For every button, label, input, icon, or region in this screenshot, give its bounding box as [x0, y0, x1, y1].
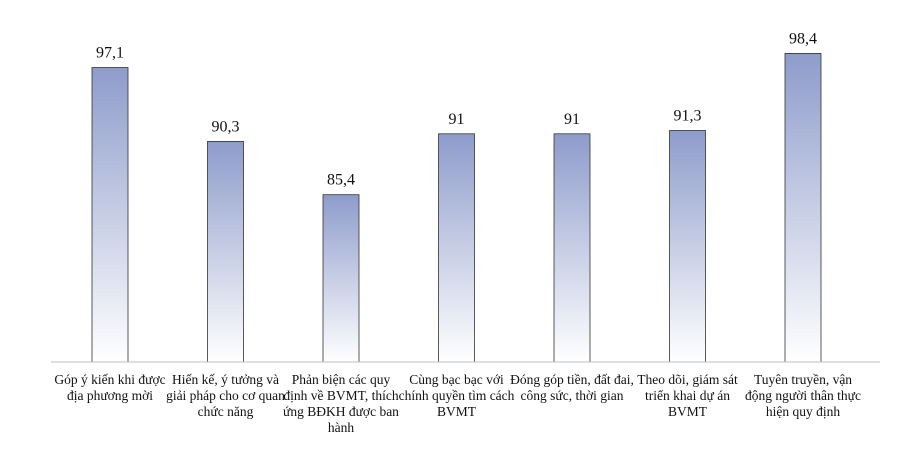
bar-2: [207, 140, 244, 363]
category-label-7: Tuyên truyền, vận động người thân thực h…: [745, 372, 861, 419]
bar-6: [669, 130, 706, 363]
bar-1: [91, 67, 129, 363]
value-label-4: 91: [449, 111, 465, 128]
category-label-2: Hiến kế, ý tưởng và giải pháp cho cơ qua…: [166, 372, 285, 419]
bar-4: [438, 133, 475, 363]
bars-group: [91, 53, 822, 363]
category-label-6: Theo dõi, giám sát triển khai dự án BVMT: [637, 372, 738, 419]
category-label-5: Đóng góp tiền, đất đai, công sức, thời g…: [510, 372, 634, 403]
bar-3: [322, 194, 360, 363]
value-label-3: 85,4: [327, 172, 355, 189]
value-label-5: 91: [564, 111, 580, 128]
value-label-7: 98,4: [789, 30, 817, 47]
category-label-4: Cùng bạc bạc với chính quyền tìm cách BV…: [398, 372, 515, 419]
category-label-3: Phản biện các quy định về BVMT, thích ứn…: [283, 372, 399, 435]
value-label-1: 97,1: [96, 45, 124, 62]
category-label-1: Góp ý kiến khi được địa phương mời: [54, 372, 166, 403]
value-labels-group: 97,1 90,3 85,4 91 91 91,3 98,4: [96, 30, 817, 188]
value-label-6: 91,3: [674, 108, 702, 125]
bar-7: [784, 53, 822, 363]
bar-5: [553, 133, 591, 363]
value-label-2: 90,3: [212, 118, 240, 135]
